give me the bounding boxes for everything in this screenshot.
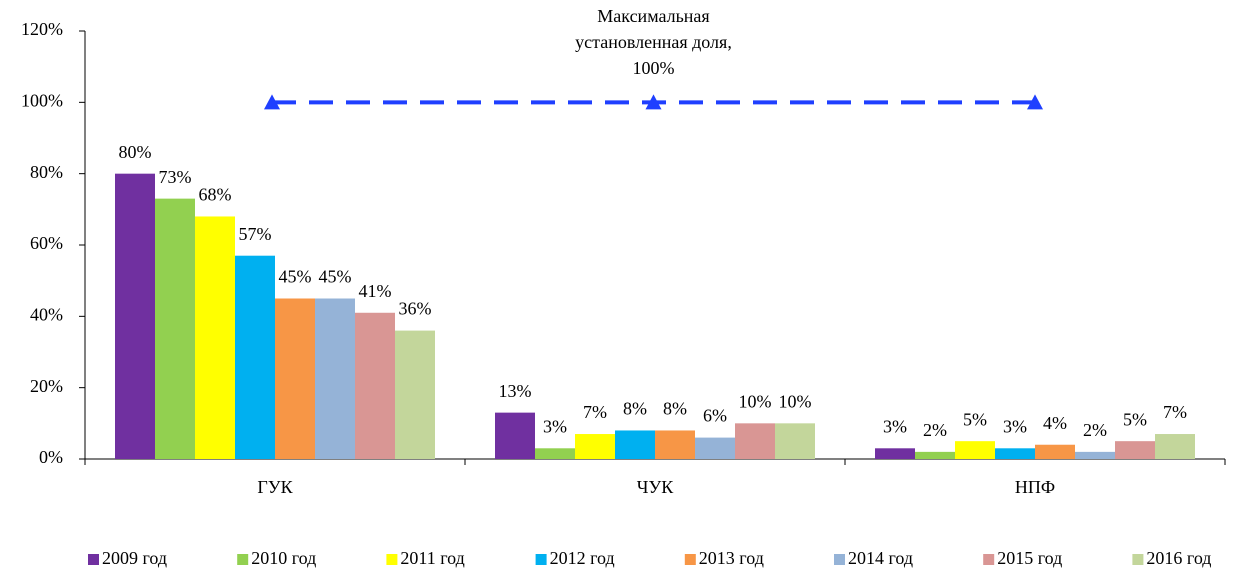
data-label: 3% xyxy=(883,416,907,436)
data-label: 45% xyxy=(319,267,352,287)
bar xyxy=(915,451,955,459)
data-label: 4% xyxy=(1043,413,1067,433)
legend-swatch xyxy=(88,554,99,565)
x-tick-label: НПФ xyxy=(1015,477,1055,497)
bar xyxy=(115,173,155,459)
legend-swatch xyxy=(237,554,249,565)
bar xyxy=(995,448,1035,459)
legend-label: 2014 год xyxy=(848,548,913,568)
data-label: 80% xyxy=(119,142,152,162)
bar xyxy=(1155,434,1195,459)
bar xyxy=(1075,451,1115,459)
data-label: 8% xyxy=(663,399,687,419)
data-label: 2% xyxy=(1083,420,1107,440)
x-tick-label: ГУК xyxy=(257,477,293,497)
data-label: 7% xyxy=(1163,402,1187,422)
bar xyxy=(535,448,575,459)
bar xyxy=(315,298,355,459)
legend-swatch xyxy=(684,554,696,565)
y-tick-label: 60% xyxy=(30,233,63,253)
data-label: 41% xyxy=(359,281,392,301)
data-label: 3% xyxy=(543,416,567,436)
data-label: 10% xyxy=(779,391,812,411)
max-share-marker xyxy=(264,94,280,110)
bar xyxy=(615,430,655,459)
legend-label: 2012 год xyxy=(550,548,615,568)
bar xyxy=(495,412,535,459)
data-label: 36% xyxy=(399,299,432,319)
bar xyxy=(1035,444,1075,459)
y-tick-label: 20% xyxy=(30,376,63,396)
legend-label: 2013 год xyxy=(699,548,764,568)
bar xyxy=(235,255,275,459)
data-label: 68% xyxy=(199,185,232,205)
annotation-text: Максимальная xyxy=(597,6,709,26)
data-label: 5% xyxy=(1123,409,1147,429)
y-tick-label: 40% xyxy=(30,304,63,324)
bar xyxy=(655,430,695,459)
legend-label: 2016 год xyxy=(1146,548,1211,568)
data-label: 8% xyxy=(623,399,647,419)
data-label: 5% xyxy=(963,409,987,429)
max-share-marker xyxy=(1027,94,1043,110)
legend-swatch xyxy=(834,554,845,565)
y-tick-label: 0% xyxy=(39,447,63,467)
data-label: 10% xyxy=(739,391,772,411)
data-label: 57% xyxy=(239,224,272,244)
bar xyxy=(775,423,815,459)
legend-swatch xyxy=(983,554,995,565)
data-label: 45% xyxy=(279,267,312,287)
bar xyxy=(575,434,615,459)
bar xyxy=(875,448,915,459)
data-label: 3% xyxy=(1003,416,1027,436)
annotation-text: установленная доля, xyxy=(575,32,732,52)
data-label: 13% xyxy=(499,381,532,401)
legend-label: 2011 год xyxy=(400,548,464,568)
data-label: 6% xyxy=(703,406,727,426)
legend-swatch xyxy=(535,554,547,565)
y-tick-label: 80% xyxy=(30,162,63,182)
annotation-text: 100% xyxy=(633,58,675,78)
legend-label: 2015 год xyxy=(997,548,1062,568)
bar xyxy=(275,298,315,459)
bar xyxy=(695,437,735,459)
bar xyxy=(1115,441,1155,459)
max-share-marker xyxy=(645,94,662,110)
legend-swatch xyxy=(1132,554,1144,565)
x-tick-label: ЧУК xyxy=(637,477,674,497)
bar xyxy=(955,441,995,459)
data-label: 7% xyxy=(583,402,607,422)
data-label: 2% xyxy=(923,420,947,440)
bar xyxy=(395,330,435,459)
legend-label: 2009 год xyxy=(102,548,167,568)
data-label: 73% xyxy=(159,167,192,187)
bar xyxy=(735,423,775,459)
bar xyxy=(195,216,235,459)
legend-swatch xyxy=(386,554,398,565)
legend-label: 2010 год xyxy=(251,548,316,568)
bar xyxy=(155,198,195,459)
y-tick-label: 100% xyxy=(21,90,63,110)
bar xyxy=(355,312,395,459)
y-tick-label: 120% xyxy=(21,19,63,39)
